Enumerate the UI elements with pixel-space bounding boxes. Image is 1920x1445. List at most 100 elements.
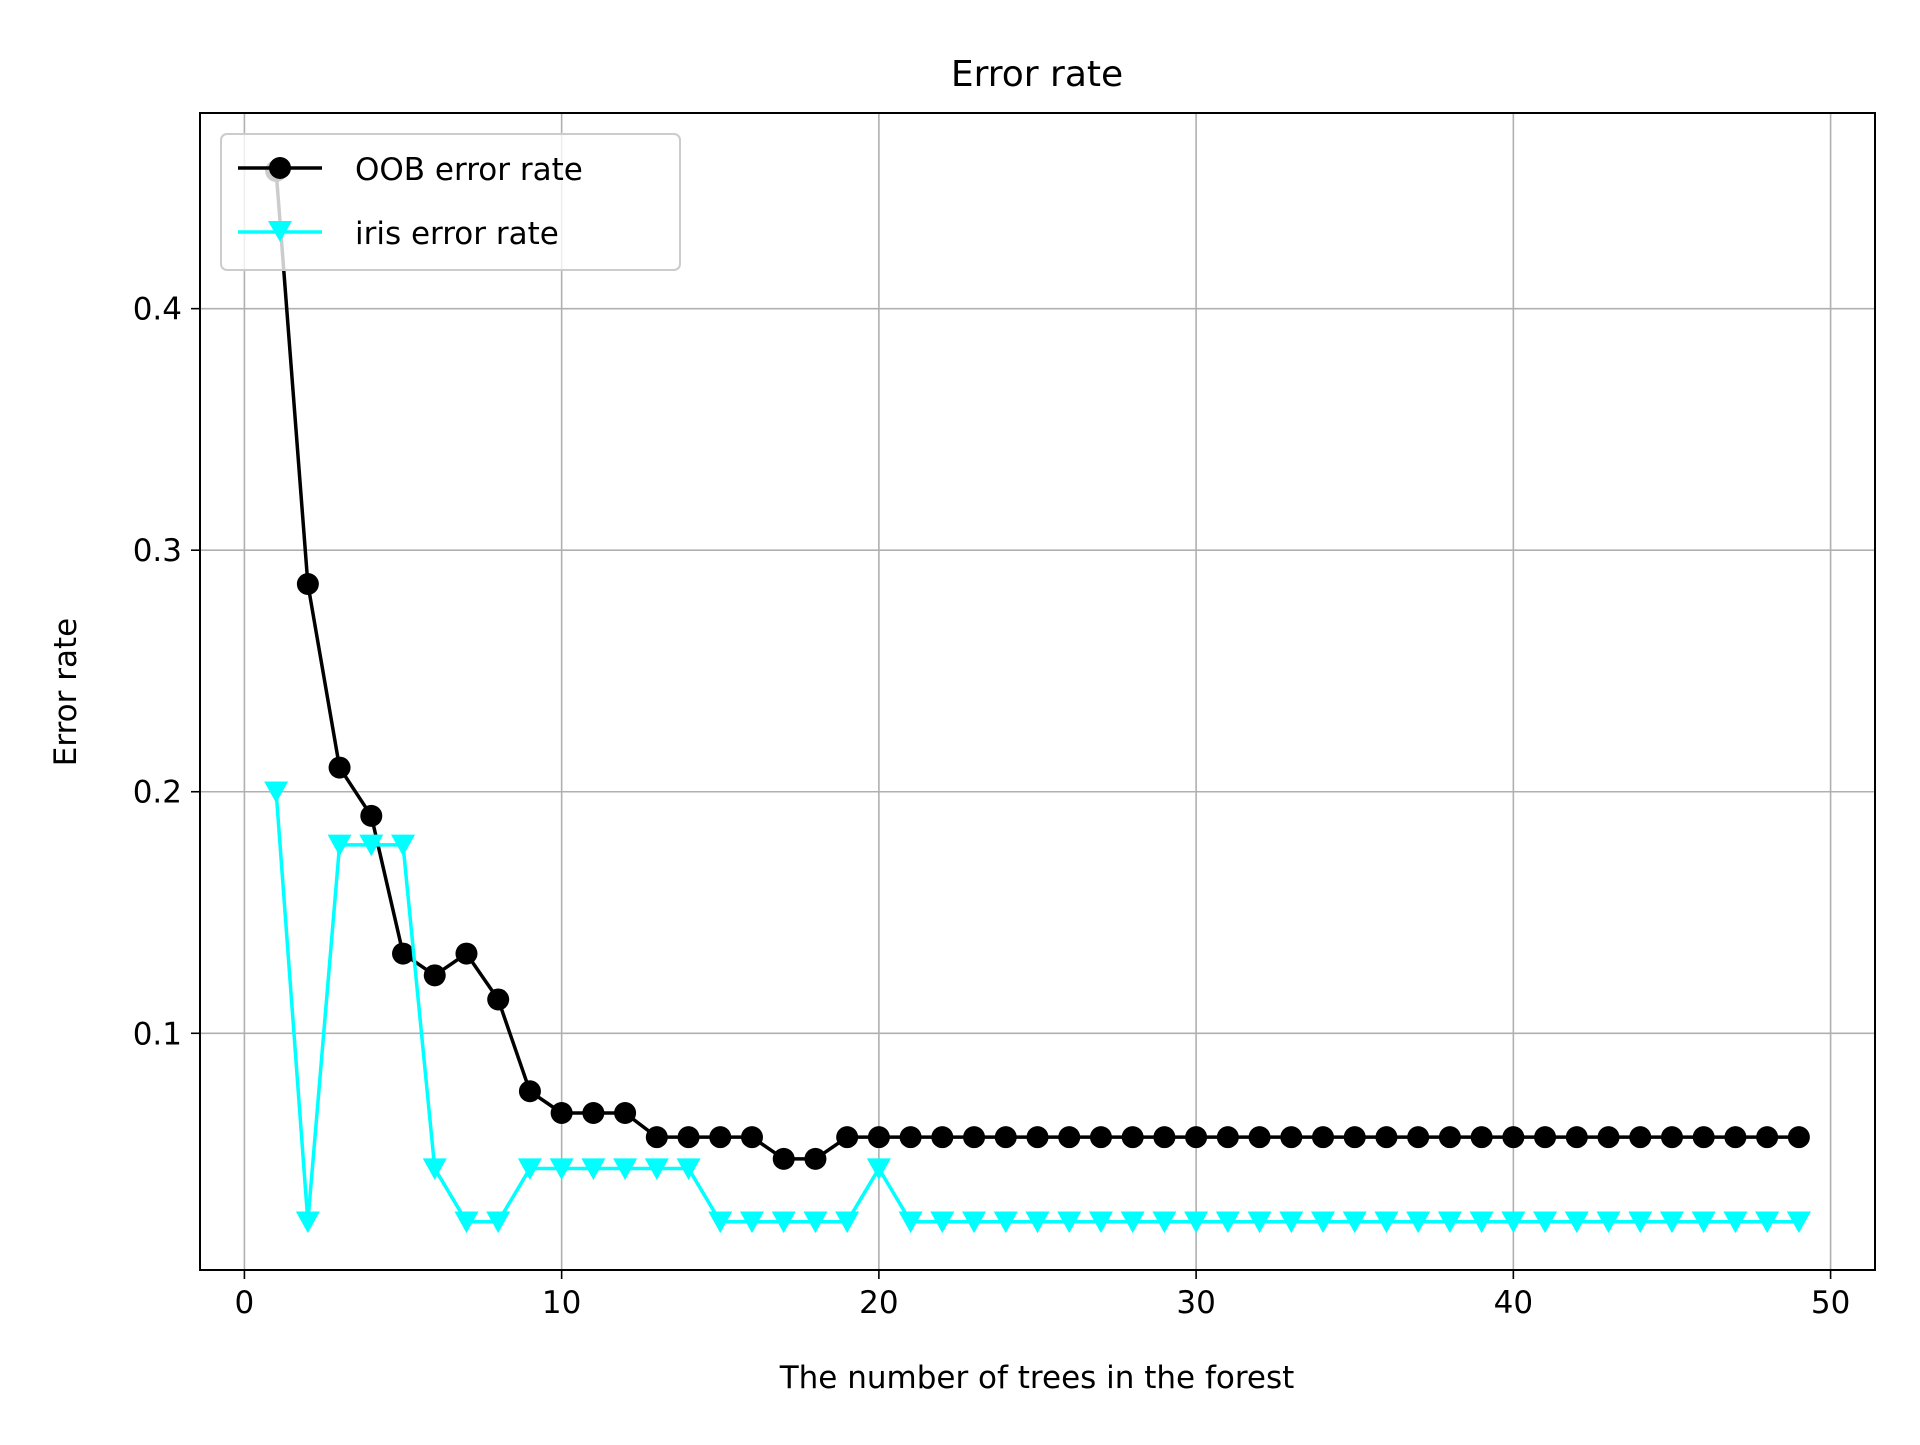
data-point [709,1126,732,1149]
x-tick-label: 50 [1811,1285,1850,1321]
data-point [645,1126,668,1149]
y-tick-label: 0.4 [133,292,182,328]
data-point [1723,1211,1748,1234]
data-point [359,834,384,857]
data-point [1596,1211,1621,1234]
data-point [517,1158,542,1180]
data-point [771,1211,796,1234]
data-point [1152,1211,1177,1234]
series-line [274,170,1799,1161]
data-point [930,1211,955,1234]
data-point [1121,1126,1144,1149]
series-iris [264,781,1811,1234]
data-point [1089,1126,1112,1149]
legend-marker-iris [268,221,292,242]
data-point [1058,1126,1081,1149]
data-point [1120,1211,1145,1234]
data-point [1025,1211,1050,1234]
y-tick-label: 0.1 [133,1016,182,1052]
data-point [1407,1126,1430,1149]
data-point [1185,1126,1208,1149]
data-point [1533,1211,1558,1234]
legend-label-oob: OOB error rate [355,152,583,188]
data-point [1279,1211,1304,1234]
data-point [1660,1126,1683,1149]
data-point [1564,1211,1589,1234]
data-point [1628,1211,1653,1234]
data-point [518,1080,541,1103]
data-point [1057,1211,1082,1234]
data-point [327,834,352,857]
data-point [391,834,416,857]
data-point [963,1126,986,1149]
data-point [614,1101,637,1124]
legend-box [220,133,681,271]
data-point [1088,1211,1113,1234]
data-point [1437,1211,1462,1234]
data-point [835,1211,860,1234]
data-point [803,1211,828,1234]
data-point [360,804,383,827]
data-point [423,964,446,987]
data-point [676,1158,701,1180]
series-layer [264,159,1811,1234]
data-point [1692,1126,1715,1149]
legend-label-iris: iris error rate [355,216,559,252]
data-point [1502,1126,1525,1149]
data-point [1534,1126,1557,1149]
data-point [898,1211,923,1234]
data-point [1724,1126,1747,1149]
data-point [866,1158,891,1180]
x-tick-label: 10 [542,1285,581,1321]
data-point [392,942,415,965]
data-point [708,1211,733,1234]
data-point [1629,1126,1652,1149]
data-point [899,1126,922,1149]
data-point [1438,1126,1461,1149]
data-point [1755,1211,1780,1234]
data-point [994,1126,1017,1149]
data-point [1470,1126,1493,1149]
legend-marker-oob [269,157,291,179]
y-tick-label: 0.3 [133,533,182,569]
data-point [1184,1211,1209,1234]
data-point [1280,1126,1303,1149]
data-point [644,1158,669,1180]
legend: OOB error rate iris error rate [220,133,681,271]
data-point [613,1158,638,1180]
data-point [1691,1211,1716,1234]
data-point [296,573,319,596]
data-point [264,781,289,804]
data-point [1248,1126,1271,1149]
data-point [454,1211,479,1234]
data-point [295,1211,320,1234]
data-point [1786,1211,1811,1234]
data-point [549,1158,574,1180]
data-point [1597,1126,1620,1149]
data-point [836,1126,859,1149]
x-tick-label: 30 [1176,1285,1215,1321]
data-point [1343,1126,1366,1149]
data-point [962,1211,987,1234]
data-point [677,1126,700,1149]
data-point [1375,1126,1398,1149]
plot-frame [199,112,1876,1271]
data-point [1342,1211,1367,1234]
y-axis-label: Error rate [48,618,84,766]
data-point [804,1147,827,1170]
data-point [582,1101,605,1124]
data-point [1659,1211,1684,1234]
series-oob [265,159,1810,1170]
grid [200,113,1875,1270]
data-point [1501,1211,1526,1234]
legend-entry-iris: iris error rate [238,216,559,252]
y-tick-label: 0.2 [133,775,182,811]
x-tick-label: 40 [1494,1285,1533,1321]
x-axis-label: The number of trees in the forest [779,1360,1295,1396]
data-point [487,988,510,1011]
data-point [867,1126,890,1149]
data-point [931,1126,954,1149]
data-point [1469,1211,1494,1234]
